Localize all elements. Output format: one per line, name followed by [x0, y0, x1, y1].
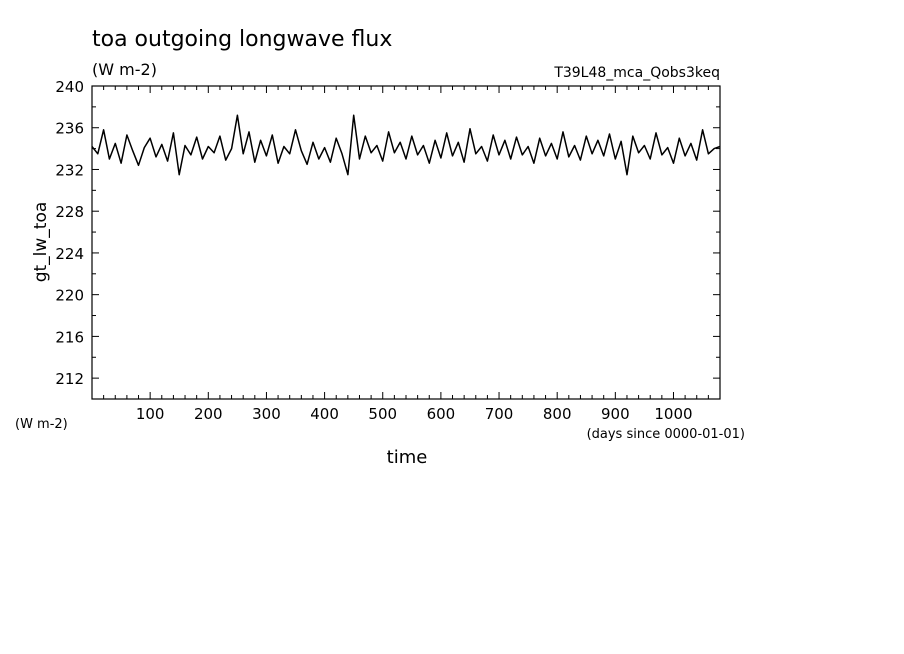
x-tick-label: 300 [252, 405, 281, 423]
x-units-label: (days since 0000-01-01) [587, 427, 745, 442]
x-tick-label: 500 [368, 405, 397, 423]
y-axis-ticks [92, 85, 720, 400]
y-tick-label: 232 [55, 161, 84, 179]
x-tick-label: 600 [427, 405, 456, 423]
y-tick-label: 212 [55, 370, 84, 388]
x-tick-label: 800 [543, 405, 572, 423]
x-tick-label: 200 [194, 405, 223, 423]
plot-frame [91, 85, 721, 400]
y-tick-label: 220 [55, 287, 84, 305]
y-tick-label: 228 [55, 203, 84, 221]
y-tick-label: 236 [55, 120, 84, 138]
y-axis-tick-labels: 212 216 220 224 228 232 236 240 [55, 78, 84, 388]
x-tick-label: 1000 [654, 405, 692, 423]
experiment-label: T39L48_mca_Qobs3keq [553, 65, 720, 81]
x-tick-label: 900 [601, 405, 630, 423]
series-line [91, 114, 721, 176]
y-tick-label: 216 [55, 328, 84, 346]
y-units-label: (W m-2) [15, 417, 68, 432]
x-axis-tick-labels: 100 200 300 400 500 600 700 800 900 1000 [136, 405, 693, 423]
y-axis-label: gt_lw_toa [31, 202, 51, 283]
x-tick-label: 100 [136, 405, 165, 423]
x-axis-ticks [103, 86, 709, 399]
y-tick-label: 240 [55, 78, 84, 96]
chart-title: toa outgoing longwave flux [92, 27, 392, 52]
x-axis-label: time [387, 447, 428, 468]
x-tick-label: 400 [310, 405, 339, 423]
chart-units: (W m-2) [92, 60, 157, 79]
x-tick-label: 700 [485, 405, 514, 423]
y-tick-label: 224 [55, 245, 84, 263]
